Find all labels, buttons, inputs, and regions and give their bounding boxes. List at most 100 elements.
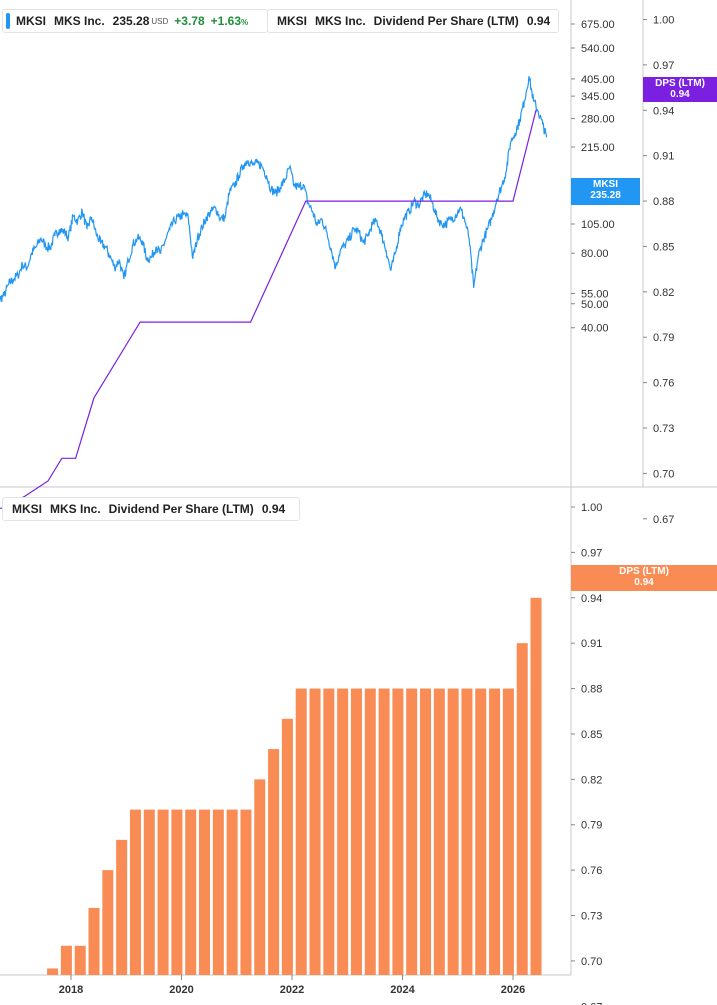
dps-bar [226,809,238,975]
dps-bar [350,688,362,975]
dps-bar [199,809,211,975]
dps-top-tick-label: 1.00 [653,15,674,27]
price-and-dps-lines [0,76,548,509]
price-tag-label: MKSI [593,179,618,190]
dps-bar [337,688,349,975]
legend-price[interactable]: MKSI MKS Inc. 235.28 USD +3.78 +1.63% [2,9,268,33]
price-tick-label: 55.00 [581,289,609,301]
legend-dps-bottom[interactable]: MKSI MKS Inc. Dividend Per Share (LTM) 0… [2,497,300,521]
dps-bar [212,809,224,975]
dps-bar [392,688,404,975]
dps-bottom-tick-label: 0.70 [581,956,602,968]
dps-bar [461,688,473,975]
price-value-tag: MKSI 235.28 [571,178,640,205]
time-tick-label: 2018 [59,984,83,996]
dps-top-tag-value: 0.94 [670,89,690,100]
legend-dps-bottom-ticker: MKSI [12,502,42,516]
price-tick-label: 40.00 [581,323,609,335]
dps-bar [295,688,307,975]
dps-top-tick-label: 0.67 [653,514,674,526]
dps-bar [74,945,86,975]
legend-dps-top-metric: Dividend Per Share (LTM) [373,14,519,28]
legend-price-change: +3.78 [174,14,205,28]
dps-top-tick-label: 0.94 [653,105,674,117]
dps-bar [433,688,445,975]
dps-top-tick-label: 0.82 [653,287,674,299]
dps-bottom-tick-label: 0.73 [581,911,602,923]
dps-bar [254,779,266,975]
legend-price-swatch [6,13,10,29]
dps-bar [447,688,459,975]
dps-bars [47,597,542,975]
dps-axis-top: 1.00 0.97 0.94 0.91 0.88 0.85 0.82 0.79 0.76 0.73… [643,15,674,526]
legend-dps-top[interactable]: MKSI MKS Inc. Dividend Per Share (LTM) 0… [267,9,559,33]
legend-price-value: 235.28 [112,14,150,28]
time-tick-label: 2020 [169,984,193,996]
legend-price-name: MKS Inc. [54,14,105,28]
dps-bottom-tick-label: 0.88 [581,684,602,696]
dps-top-tick-label: 0.73 [653,423,674,435]
dps-bottom-tick-label: 0.91 [581,638,602,650]
legend-price-ticker: MKSI [16,14,46,28]
dps-top-tick-label: 0.97 [653,60,674,72]
dps-bottom-tick-label: 0.85 [581,729,602,741]
dps-bar [102,870,114,975]
legend-dps-top-ticker: MKSI [277,14,307,28]
dps-bottom-tick-label: 0.97 [581,547,602,559]
dps-bar [516,643,528,975]
dps-bar [502,688,514,975]
price-tick-label: 540.00 [581,43,615,55]
dps-bar [60,945,72,975]
dps-bottom-tick-label: 0.94 [581,593,602,605]
dps-bar [530,597,542,975]
legend-price-currency: USD [151,16,169,26]
dps-top-value-tag: DPS (LTM) 0.94 [643,77,717,102]
price-tick-label: 345.00 [581,91,615,103]
price-line [0,76,548,302]
price-tick-label: 280.00 [581,114,615,126]
dps-bar [157,809,169,975]
legend-price-change-pct-value: +1.63 [210,14,242,28]
dps-bar [364,688,376,975]
legend-dps-bottom-value: 0.94 [261,502,286,516]
dps-bar [475,688,487,975]
price-axis: 675.00540.00405.00345.00280.00215.00150.… [571,19,615,335]
dps-bottom-tag-label: DPS (LTM) [619,566,669,577]
dps-bar [240,809,252,975]
dps-top-tick-label: 0.70 [653,468,674,480]
legend-dps-bottom-name: MKS Inc. [50,502,101,516]
legend-price-pct-sign: % [241,18,249,27]
dps-bar [323,688,335,975]
dps-top-tick-label: 0.88 [653,196,674,208]
price-tag-value: 235.28 [590,190,621,201]
dps-bar [143,809,155,975]
dps-top-tick-label: 0.76 [653,378,674,390]
legend-dps-top-name: MKS Inc. [315,14,366,28]
price-tick-label: 405.00 [581,74,615,86]
dps-top-tick-label: 0.79 [653,332,674,344]
price-tick-label: 105.00 [581,219,615,231]
dps-bar [171,809,183,975]
dps-bottom-value-tag: DPS (LTM) 0.94 [571,565,717,591]
legend-price-change-pct: +1.63% [211,14,249,28]
dps-top-tick-label: 0.91 [653,151,674,163]
price-tick-label: 675.00 [581,19,615,31]
time-axis: 2018 2020 2022 2024 2026 [59,975,525,996]
time-tick-label: 2024 [390,984,415,996]
legend-dps-top-value: 0.94 [526,14,551,28]
dps-bar [420,688,432,975]
dps-bar [116,839,128,975]
dps-top-tag-label: DPS (LTM) [655,78,705,89]
time-tick-label: 2026 [501,984,525,996]
dps-axis-bottom: 1.00 0.97 0.94 0.91 0.88 0.85 0.82 0.79 0.76 0.73… [571,502,602,1005]
dps-bar [88,907,100,975]
dps-bottom-tick-label: 0.76 [581,865,602,877]
legend-dps-bottom-metric: Dividend Per Share (LTM) [108,502,254,516]
dps-bottom-tick-label: 0.79 [581,820,602,832]
dps-bottom-tick-label: 1.00 [581,502,602,514]
dps-top-tick-label: 0.85 [653,241,674,253]
dps-bar [309,688,321,975]
dps-bar [268,749,280,975]
price-tick-label: 50.00 [581,299,609,311]
dps-line [0,110,537,509]
